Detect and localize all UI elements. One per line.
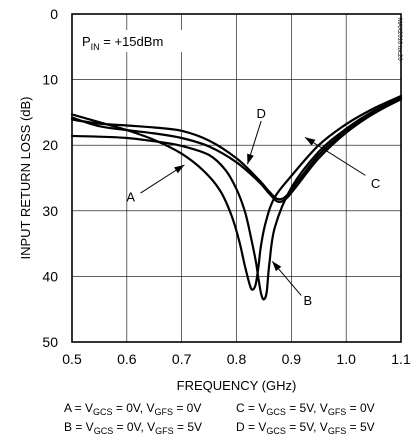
series-line-a: [70, 94, 403, 291]
leader-line-c: [304, 136, 366, 176]
arrowhead-c: [305, 137, 316, 146]
y-axis-label: INPUT RETURN LOSS (dB): [18, 96, 33, 259]
annotation-prefix: P: [82, 34, 91, 49]
y-tick-label: 0: [50, 6, 58, 22]
series-label-d: D: [256, 106, 265, 121]
x-tick-label: 0.7: [172, 351, 192, 367]
x-tick-label: 0.9: [282, 351, 302, 367]
series-label-c: C: [371, 176, 380, 191]
y-tick-labels: 0 10 20 30 40 50: [42, 6, 58, 350]
arrowhead-d: [247, 153, 254, 165]
condition-a: A = VGCS = 0V, VGFS = 0V: [64, 401, 201, 417]
y-tick-label: 50: [42, 334, 58, 350]
condition-legend: A = VGCS = 0V, VGFS = 0V B = VGCS = 0V, V…: [64, 401, 375, 436]
annotation-suffix: = +15dBm: [100, 34, 164, 49]
series-line-b: [70, 96, 403, 301]
arrowhead-b: [272, 261, 282, 272]
x-tick-label: 0.6: [117, 351, 137, 367]
annotation-backdrop: [78, 30, 202, 52]
condition-c: C = VGCS = 5V, VGFS = 0V: [236, 401, 375, 417]
x-tick-label: 1.1: [391, 351, 411, 367]
y-tick-label: 30: [42, 203, 58, 219]
series-line-d: [70, 96, 403, 201]
condition-b: B = VGCS = 0V, VGFS = 5V: [64, 420, 202, 436]
y-tick-label: 40: [42, 268, 58, 284]
grid: [72, 14, 401, 342]
input-power-annotation: PIN = +15dBm: [82, 34, 163, 52]
x-tick-labels: 0.5 0.6 0.7 0.8 0.9 1.0 1.1: [62, 351, 411, 367]
x-axis-label: FREQUENCY (GHz): [177, 378, 297, 393]
x-tick-label: 0.8: [227, 351, 247, 367]
y-tick-label: 10: [42, 72, 58, 88]
arrowhead-a: [174, 164, 185, 174]
y-tick-label: 20: [42, 137, 58, 153]
x-tick-label: 1.0: [336, 351, 356, 367]
condition-d: D = VGCS = 5V, VGFS = 5V: [236, 420, 375, 436]
series-line-c: [70, 98, 403, 204]
series-label-b: B: [303, 293, 312, 308]
figure-id-watermark: MAX2010 toc20: [396, 18, 402, 61]
series-label-a: A: [126, 189, 135, 204]
annotation-subscript: IN: [91, 42, 100, 52]
plot-frame: [71, 13, 402, 343]
series-lines: [70, 94, 403, 301]
x-tick-label: 0.5: [62, 351, 82, 367]
callouts: A B C D: [126, 106, 380, 308]
